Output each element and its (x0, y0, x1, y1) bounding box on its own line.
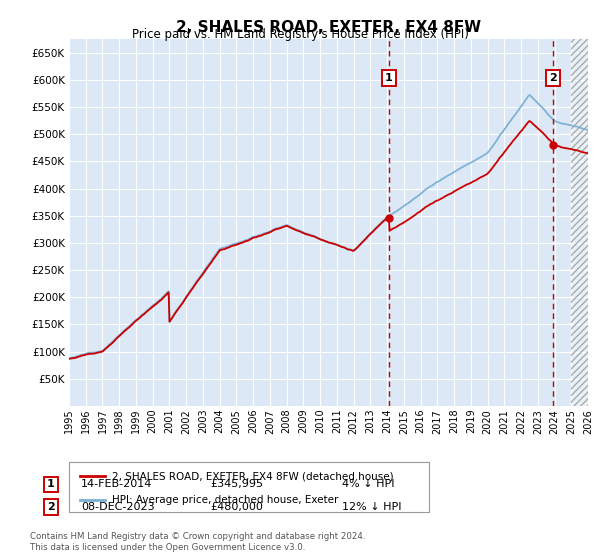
Text: HPI: Average price, detached house, Exeter: HPI: Average price, detached house, Exet… (112, 495, 338, 505)
Text: 2, SHALES ROAD, EXETER, EX4 8FW (detached house): 2, SHALES ROAD, EXETER, EX4 8FW (detache… (112, 471, 394, 481)
Text: £345,995: £345,995 (210, 479, 263, 489)
Text: 12% ↓ HPI: 12% ↓ HPI (342, 502, 401, 512)
FancyBboxPatch shape (69, 462, 429, 512)
Text: 14-FEB-2014: 14-FEB-2014 (81, 479, 152, 489)
Text: 1: 1 (385, 73, 392, 83)
Text: Contains HM Land Registry data © Crown copyright and database right 2024.
This d: Contains HM Land Registry data © Crown c… (30, 533, 365, 552)
Title: 2, SHALES ROAD, EXETER, EX4 8FW: 2, SHALES ROAD, EXETER, EX4 8FW (176, 20, 481, 35)
Text: £480,000: £480,000 (210, 502, 263, 512)
Text: 2: 2 (550, 73, 557, 83)
Text: 2: 2 (47, 502, 55, 512)
Bar (571, 39, 588, 406)
Text: 08-DEC-2023: 08-DEC-2023 (81, 502, 155, 512)
Text: 4% ↓ HPI: 4% ↓ HPI (342, 479, 395, 489)
Text: 1: 1 (47, 479, 55, 489)
Text: Price paid vs. HM Land Registry's House Price Index (HPI): Price paid vs. HM Land Registry's House … (131, 28, 469, 41)
